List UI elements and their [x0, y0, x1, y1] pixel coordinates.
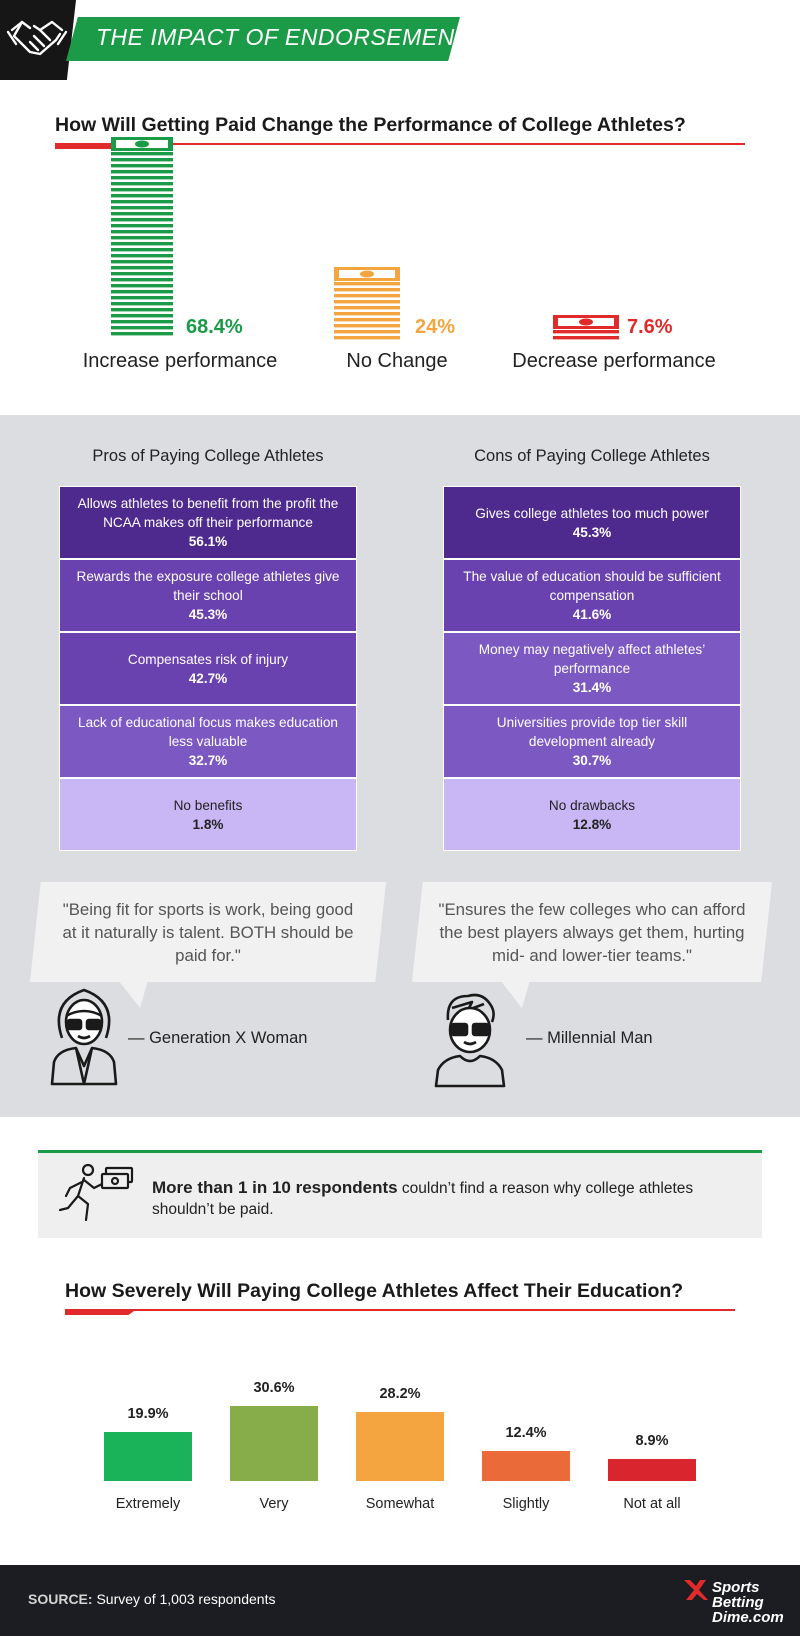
title-accent: [65, 1309, 137, 1315]
callout-text: More than 1 in 10 respondents couldn’t f…: [152, 1177, 742, 1220]
handshake-icon: [6, 20, 68, 56]
logo-line-3: Dime.com: [712, 1609, 784, 1626]
cons-item-value: 30.7%: [572, 753, 612, 768]
education-value-5: 8.9%: [635, 1433, 669, 1450]
cons-item-label: Gives college athletes too much power: [475, 505, 709, 521]
education-category-2: Very: [259, 1496, 289, 1512]
source-value: Survey of 1,003 respondents: [92, 1591, 276, 1607]
education-value-2: 30.6%: [253, 1380, 295, 1396]
callout-box: [38, 1150, 762, 1238]
education-bar-1: [104, 1432, 192, 1481]
performance-category-2: No Change: [346, 350, 448, 372]
cons-item: Universities provide top tier skill deve…: [443, 705, 741, 778]
pros-item-label: Rewards the exposure college athletes gi…: [76, 569, 340, 603]
logo-x-icon: [684, 1580, 708, 1600]
pros-item-value: 45.3%: [188, 607, 228, 622]
source-label: SOURCE:: [28, 1591, 93, 1607]
logo-line-2: Betting: [712, 1594, 764, 1611]
header-icon-box: [0, 0, 76, 80]
pros-item: Allows athletes to benefit from the prof…: [59, 486, 357, 559]
education-bar-4: [482, 1450, 570, 1481]
pros-item-label: Compensates risk of injury: [127, 651, 289, 667]
education-value-3: 28.2%: [379, 1385, 421, 1402]
performance-value-1: 68.4%: [186, 316, 243, 338]
cons-item: Gives college athletes too much power 45.…: [443, 486, 741, 559]
pros-title: Pros of Paying College Athletes: [92, 447, 324, 465]
cons-item: Money may negatively affect athletes’ pe…: [443, 632, 741, 705]
source-text: SOURCE: Survey of 1,003 respondents: [28, 1591, 275, 1607]
man-avatar-icon: [434, 993, 506, 1088]
performance-category-3: Decrease performance: [512, 350, 716, 372]
pros-item: Rewards the exposure college athletes gi…: [59, 559, 357, 632]
pros-item-label: Allows athletes to benefit from the prof…: [77, 496, 339, 530]
quote-bubble-1: "Being fit for sports is work, being goo…: [30, 882, 386, 982]
logo-line-1: Sports: [712, 1579, 760, 1596]
header-banner: [66, 17, 460, 61]
education-bar-5: [608, 1459, 696, 1481]
education-category-3: Somewhat: [365, 1496, 435, 1512]
education-bar-2: [230, 1406, 318, 1481]
pros-item-label: Lack of educational focus makes educatio…: [78, 715, 338, 749]
bubble-tail-2: [500, 980, 530, 1008]
pros-item-value: 42.7%: [188, 670, 228, 686]
education-bar-3: [356, 1411, 444, 1481]
cons-item-value: 45.3%: [572, 524, 612, 540]
pros-item-value: 56.1%: [188, 534, 228, 549]
bubble-tail-1: [118, 980, 148, 1008]
pros-item: Lack of educational focus makes educatio…: [59, 705, 357, 778]
education-category-4: Slightly: [502, 1496, 550, 1512]
pros-item: Compensates risk of injury 42.7%: [59, 632, 357, 705]
cons-item-value: 12.8%: [572, 816, 612, 832]
quote-author-2: — Millennial Man: [526, 1029, 653, 1047]
cons-item-value: 31.4%: [572, 680, 612, 695]
money-stack-1: [111, 137, 173, 336]
education-value-4: 12.4%: [505, 1424, 547, 1441]
money-stack-2: [334, 266, 400, 340]
cons-item: The value of education should be suffici…: [443, 559, 741, 632]
cons-item-value: 41.6%: [572, 607, 612, 622]
cons-item-label: No drawbacks: [548, 797, 636, 813]
performance-title: How Will Getting Paid Change the Perform…: [55, 114, 686, 136]
performance-value-3: 7.6%: [627, 316, 673, 338]
education-category-1: Extremely: [115, 1496, 181, 1512]
performance-value-2: 24%: [415, 316, 456, 338]
title-rule: [55, 143, 745, 145]
education-title: How Severely Will Paying College Athlete…: [65, 1280, 684, 1302]
education-category-5: Not at all: [623, 1496, 681, 1512]
pros-item: No benefits 1.8%: [59, 778, 357, 851]
page-title: THE IMPACT OF ENDORSEMENTS: [96, 24, 486, 50]
title-rule: [65, 1309, 735, 1311]
quote-text-1: "Being fit for sports is work, being goo…: [62, 899, 354, 965]
woman-avatar-icon: [50, 988, 118, 1086]
cons-item: No drawbacks 12.8%: [443, 778, 741, 851]
callout-bold: More than 1 in 10 respondents: [152, 1178, 398, 1197]
runner-money-icon: [58, 1163, 134, 1222]
money-stack-3: [553, 314, 619, 340]
cons-item-label: Money may negatively affect athletes’ pe…: [478, 642, 706, 676]
education-value-1: 19.9%: [127, 1406, 169, 1423]
title-accent: [55, 143, 127, 149]
quote-bubble-2: "Ensures the few colleges who can afford…: [412, 882, 772, 982]
callout-rest: couldn’t find a reason why college athle…: [152, 1180, 694, 1218]
footer: [0, 1565, 800, 1636]
pros-item-value: 32.7%: [188, 753, 228, 768]
pros-item-label: No benefits: [173, 797, 243, 813]
cons-item-label: The value of education should be suffici…: [463, 569, 721, 603]
cons-title: Cons of Paying College Athletes: [474, 447, 710, 465]
quote-author-1: — Generation X Woman: [128, 1029, 308, 1047]
pros-item-value: 1.8%: [192, 816, 224, 832]
cons-item-label: Universities provide top tier skill deve…: [496, 715, 688, 749]
performance-category-1: Increase performance: [82, 350, 278, 372]
quote-text-2: "Ensures the few colleges who can afford…: [438, 899, 746, 965]
